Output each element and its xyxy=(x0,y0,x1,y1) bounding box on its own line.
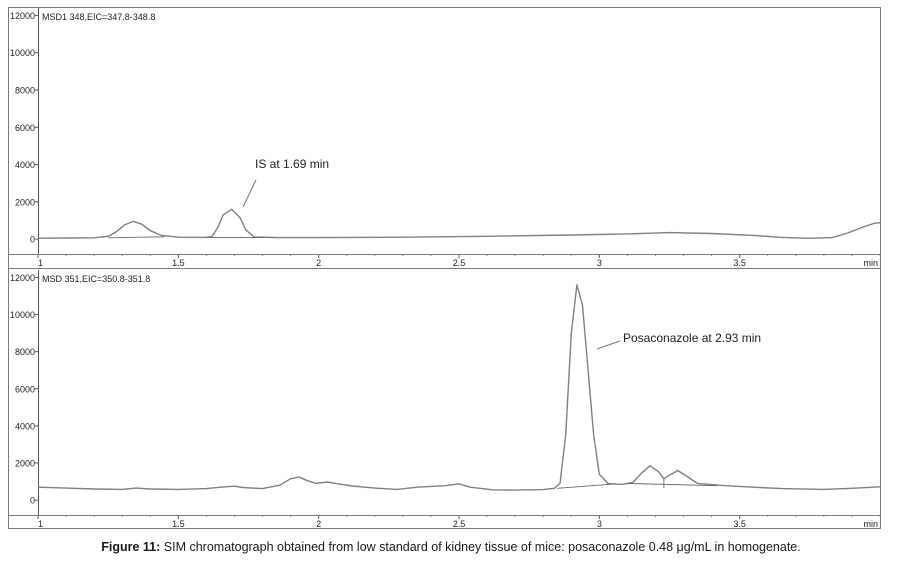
y-tick-label: 10000 xyxy=(10,48,35,58)
annotation-leader xyxy=(242,179,257,208)
x-tick-label: 3 xyxy=(597,258,602,268)
y-tick-label: 12000 xyxy=(10,273,35,283)
y-tick-label: 6000 xyxy=(15,123,35,133)
x-tick-label: 3.5 xyxy=(733,258,746,268)
caption-label: Figure 11: xyxy=(101,540,161,554)
x-axis-unit-label: min xyxy=(863,258,878,268)
y-tick-label: 12000 xyxy=(10,11,35,21)
signal-trace xyxy=(37,208,881,240)
x-tick-label: 2 xyxy=(316,519,321,529)
y-tick-label: 8000 xyxy=(15,347,35,357)
x-tick-label: 1.5 xyxy=(172,258,185,268)
x-tick-label: 2.5 xyxy=(453,258,466,268)
y-tick-label: 4000 xyxy=(15,421,35,431)
y-tick-label: 4000 xyxy=(15,160,35,170)
x-axis-unit-label: min xyxy=(863,519,878,529)
x-tick-label: 1 xyxy=(38,258,43,268)
integration-baseline xyxy=(557,483,617,489)
y-tick-label: 2000 xyxy=(15,459,35,469)
figure-caption: Figure 11: SIM chromatograph obtained fr… xyxy=(0,540,902,554)
annotation-label: IS at 1.69 min xyxy=(255,157,329,171)
y-tick-label: 0 xyxy=(30,235,35,245)
y-tick-label: 8000 xyxy=(15,86,35,96)
integration-baseline xyxy=(108,236,165,239)
chart-panel-2: 0 2000 4000 6000 8000 10000 12000 1 1.5 2 2.5 3 3.5 m… xyxy=(8,270,881,529)
x-tick-label: 2 xyxy=(316,258,321,268)
y-tick-label: 10000 xyxy=(10,310,35,320)
signal-trace xyxy=(37,284,881,491)
annotation-leader xyxy=(596,340,621,350)
integration-baseline xyxy=(627,482,718,487)
x-tick-label: 3.5 xyxy=(733,519,746,529)
x-tick-label: 1.5 xyxy=(172,519,185,529)
panel-title: MSD1 348,EIC=347.8-348.8 xyxy=(42,12,155,22)
panel-title: MSD 351,EIC=350.8-351.8 xyxy=(42,274,150,284)
x-tick-label: 3 xyxy=(597,519,602,529)
y-tick-label: 0 xyxy=(30,496,35,506)
y-tick-label: 6000 xyxy=(15,384,35,394)
y-tick-label: 2000 xyxy=(15,197,35,207)
x-tick-label: 2.5 xyxy=(453,519,466,529)
x-tick-label: 1 xyxy=(38,519,43,529)
chart-panel-1: 0 2000 4000 6000 8000 10000 12000 1 1.5 2 2.5 3 3.5 m… xyxy=(8,8,881,269)
caption-text: SIM chromatograph obtained from low stan… xyxy=(160,540,801,554)
annotation-label: Posaconazole at 2.93 min xyxy=(623,331,761,345)
